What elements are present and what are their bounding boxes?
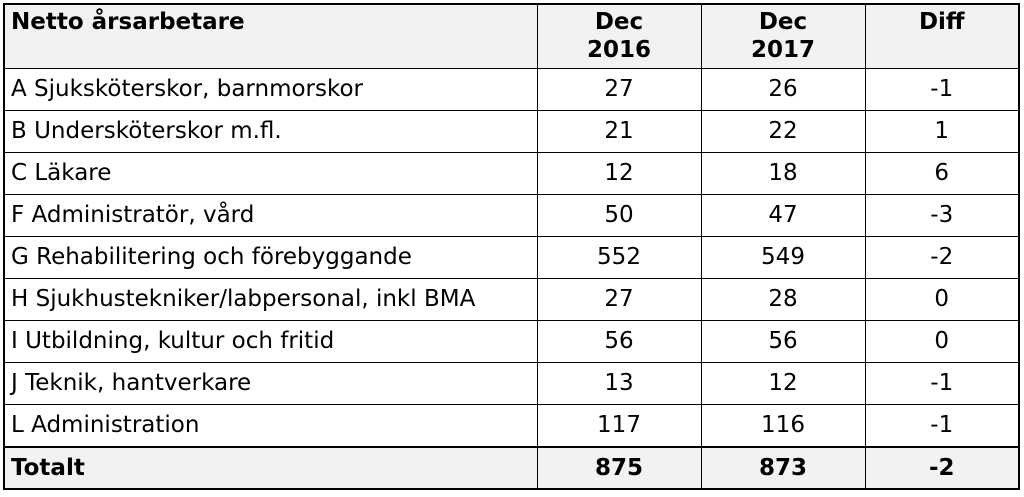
header-diff-text: Diff xyxy=(918,9,965,35)
dec2016-cell[interactable]: 552 xyxy=(536,235,702,279)
dec2016-cell[interactable]: 21 xyxy=(536,109,702,153)
row-label-cell[interactable]: B Undersköterskor m.fl. xyxy=(3,109,538,153)
header-diff-cell[interactable]: Diff xyxy=(864,3,1020,69)
total-dec2017-cell[interactable]: 873 xyxy=(700,446,866,490)
dec2016-cell[interactable]: 56 xyxy=(536,319,702,363)
diff-cell[interactable]: -2 xyxy=(864,235,1020,279)
diff-cell[interactable]: 6 xyxy=(864,151,1020,195)
dec2016-cell[interactable]: 117 xyxy=(536,403,702,448)
table-footer: Totalt 875 873 -2 xyxy=(3,446,1020,490)
header-dec2017-cell[interactable]: Dec 2017 xyxy=(700,3,866,69)
row-label-cell[interactable]: G Rehabilitering och förebyggande xyxy=(3,235,538,279)
diff-cell[interactable]: 1 xyxy=(864,109,1020,153)
table-row: B Undersköterskor m.fl. 21 22 1 xyxy=(3,109,1020,153)
dec2017-cell[interactable]: 549 xyxy=(700,235,866,279)
header-dec2016-cell[interactable]: Dec 2016 xyxy=(536,3,702,69)
table-row: L Administration 117 116 -1 xyxy=(3,403,1020,448)
row-label-cell[interactable]: F Administratör, vård xyxy=(3,193,538,237)
dec2016-cell[interactable]: 27 xyxy=(536,67,702,111)
table-row: H Sjukhustekniker/labpersonal, inkl BMA … xyxy=(3,277,1020,321)
row-label-cell[interactable]: L Administration xyxy=(3,403,538,448)
header-row: Netto årsarbetare Dec 2016 Dec 2017 Diff xyxy=(3,3,1020,69)
dec2017-cell[interactable]: 26 xyxy=(700,67,866,111)
diff-cell[interactable]: -1 xyxy=(864,67,1020,111)
dec2017-cell[interactable]: 56 xyxy=(700,319,866,363)
table-header: Netto årsarbetare Dec 2016 Dec 2017 Diff xyxy=(3,3,1020,69)
diff-cell[interactable]: -1 xyxy=(864,361,1020,405)
row-label-cell[interactable]: C Läkare xyxy=(3,151,538,195)
dec2017-cell[interactable]: 12 xyxy=(700,361,866,405)
header-dec2017-line1: Dec xyxy=(758,9,808,35)
diff-cell[interactable]: -1 xyxy=(864,403,1020,448)
header-label-text: Netto årsarbetare xyxy=(11,9,245,35)
table-row: J Teknik, hantverkare 13 12 -1 xyxy=(3,361,1020,405)
table-row: G Rehabilitering och förebyggande 552 54… xyxy=(3,235,1020,279)
dec2016-cell[interactable]: 50 xyxy=(536,193,702,237)
row-label-cell[interactable]: J Teknik, hantverkare xyxy=(3,361,538,405)
row-label-cell[interactable]: H Sjukhustekniker/labpersonal, inkl BMA xyxy=(3,277,538,321)
table-row: C Läkare 12 18 6 xyxy=(3,151,1020,195)
diff-cell[interactable]: 0 xyxy=(864,277,1020,321)
dec2017-cell[interactable]: 18 xyxy=(700,151,866,195)
header-dec2017-line2: 2017 xyxy=(750,37,815,63)
row-label-cell[interactable]: A Sjuksköterskor, barnmorskor xyxy=(3,67,538,111)
staff-table: Netto årsarbetare Dec 2016 Dec 2017 Diff… xyxy=(3,3,1020,490)
header-label-cell[interactable]: Netto årsarbetare xyxy=(3,3,538,69)
table-row: F Administratör, vård 50 47 -3 xyxy=(3,193,1020,237)
dec2017-cell[interactable]: 22 xyxy=(700,109,866,153)
dec2016-cell[interactable]: 13 xyxy=(536,361,702,405)
dec2016-cell[interactable]: 27 xyxy=(536,277,702,321)
diff-cell[interactable]: -3 xyxy=(864,193,1020,237)
table-row: I Utbildning, kultur och fritid 56 56 0 xyxy=(3,319,1020,363)
dec2017-cell[interactable]: 116 xyxy=(700,403,866,448)
total-row: Totalt 875 873 -2 xyxy=(3,446,1020,490)
header-dec2016-line1: Dec xyxy=(594,9,644,35)
dec2017-cell[interactable]: 28 xyxy=(700,277,866,321)
table-body: A Sjuksköterskor, barnmorskor 27 26 -1 B… xyxy=(3,67,1020,448)
diff-cell[interactable]: 0 xyxy=(864,319,1020,363)
dec2017-cell[interactable]: 47 xyxy=(700,193,866,237)
dec2016-cell[interactable]: 12 xyxy=(536,151,702,195)
header-dec2016-line2: 2016 xyxy=(586,37,651,63)
row-label-cell[interactable]: I Utbildning, kultur och fritid xyxy=(3,319,538,363)
table-row: A Sjuksköterskor, barnmorskor 27 26 -1 xyxy=(3,67,1020,111)
total-dec2016-cell[interactable]: 875 xyxy=(536,446,702,490)
total-label-cell[interactable]: Totalt xyxy=(3,446,538,490)
total-diff-cell[interactable]: -2 xyxy=(864,446,1020,490)
